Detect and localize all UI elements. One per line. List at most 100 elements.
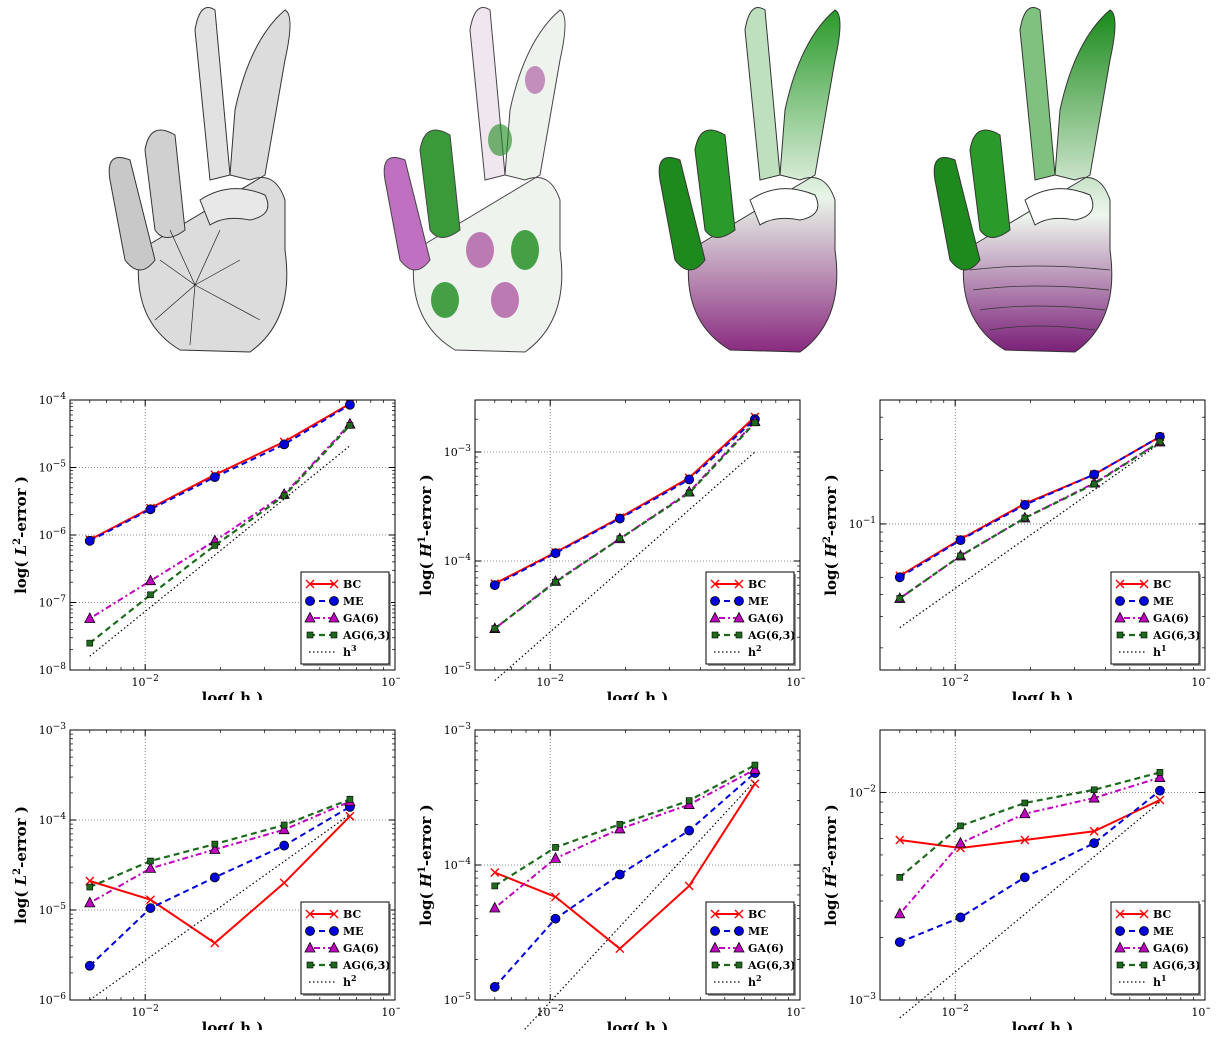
legend-marker [1140, 631, 1148, 639]
y-axis-label: log( L2-error ) [12, 476, 30, 594]
data-point-ga-6 [84, 612, 96, 623]
legend-label: ME [343, 925, 364, 938]
legend-label: ME [343, 595, 364, 608]
plot-frame [474, 399, 801, 671]
data-point-ag-6-3 [1021, 514, 1029, 522]
legend-label: h1 [1153, 973, 1167, 989]
legend-marker [1139, 926, 1149, 936]
data-point-ag-6-3 [491, 882, 499, 890]
series-line-ag-6-3 [494, 764, 756, 887]
data-point-bc [490, 868, 500, 877]
data-point-ga-6 [749, 763, 761, 774]
data-point-me [684, 825, 695, 836]
legend-label: GA(6) [343, 942, 379, 955]
tick-labels: 10−2 10−1 10−5 10−4 10−3 [444, 722, 805, 1019]
x-axis-label: log( h ) [1012, 1019, 1074, 1030]
x-tick-label: 10−1 [786, 674, 805, 689]
data-point-ag-6-3 [896, 595, 904, 602]
legend-marker [733, 611, 745, 623]
data-point-ag-6-3 [491, 625, 499, 632]
y-axis-label: log( L2-error ) [12, 806, 30, 924]
y-tick-label: 10−4 [444, 857, 472, 872]
legend-label: h1 [1153, 643, 1167, 659]
legend-marker [710, 926, 720, 936]
x-tick-label: 10−2 [132, 1004, 159, 1019]
data-point-ag-6-3 [211, 840, 219, 848]
data-point-bc [1155, 795, 1165, 805]
data-point-ga-6 [489, 901, 501, 913]
x-axis-label: log( h ) [1012, 689, 1074, 700]
y-axis-label: log( H2-error ) [822, 804, 840, 925]
legend-label: ME [748, 595, 769, 608]
legend-marker [1115, 909, 1125, 919]
x-tick-label: 10−1 [1191, 1004, 1210, 1019]
legend-label: AG(6,3) [1152, 959, 1200, 972]
x-axis-label: log( h ) [202, 1019, 264, 1030]
hand-field-c-render [933, 7, 1116, 353]
legend-label: AG(6,3) [342, 629, 390, 642]
y-tick-label: 10−3 [444, 444, 472, 459]
series-line-bc [89, 402, 351, 541]
data-point-me [489, 580, 500, 591]
data-point-me [614, 869, 625, 880]
series-line-ag-6-3 [899, 771, 1161, 879]
legend-marker [329, 926, 339, 936]
legend-marker [305, 579, 315, 589]
y-tick-label: 10−6 [39, 527, 67, 542]
legend-label: AG(6,3) [747, 959, 795, 972]
y-tick-label: 10−4 [39, 812, 67, 827]
series-line-h [494, 451, 756, 682]
legend-marker [1115, 596, 1125, 606]
legend-marker [735, 961, 743, 969]
legend-label: GA(6) [748, 942, 784, 955]
x-tick-label: 10−1 [1191, 674, 1210, 689]
data-point-ga-6 [894, 907, 906, 919]
legend-label: GA(6) [748, 612, 784, 625]
data-point-me [145, 504, 156, 515]
series-line-h [89, 814, 351, 1001]
legend-label: h2 [343, 973, 357, 989]
y-tick-label: 10−4 [444, 553, 472, 568]
legend-marker [328, 611, 340, 623]
legend-marker [1139, 909, 1149, 919]
y-tick-label: 10−3 [444, 722, 472, 737]
legend-marker [710, 596, 720, 606]
data-point-bc [684, 881, 694, 891]
data-point-ga-6 [84, 896, 96, 908]
legend-marker [710, 909, 720, 919]
hand-mesh-render [108, 7, 291, 353]
data-point-ag-6-3 [751, 761, 759, 769]
data-point-ag-6-3 [1090, 480, 1098, 488]
x-axis-label: log( h ) [607, 689, 669, 700]
series-line-me [494, 772, 756, 988]
y-tick-label: 10−7 [39, 595, 67, 610]
data-point-me [894, 937, 905, 948]
y-tick-label: 10−4 [39, 392, 67, 407]
data-point-ag-6-3 [896, 874, 904, 881]
chart-5: 10−2 10−1 10−5 10−4 10−3 log( h ) log( H1-erro… [417, 722, 805, 1030]
data-point-ag-6-3 [552, 578, 559, 586]
y-tick-label: 10−2 [849, 784, 876, 799]
legend-marker [329, 909, 339, 919]
legend-marker [304, 611, 316, 623]
data-point-bc [1089, 826, 1099, 836]
data-point-bc [345, 811, 355, 821]
data-point-bc [85, 876, 95, 886]
data-point-me [684, 474, 695, 485]
legend-marker [1140, 961, 1148, 969]
series-group [894, 769, 1166, 1019]
y-tick-label: 10−3 [849, 992, 877, 1007]
legend-marker [1115, 579, 1125, 589]
tick-labels: 10−2 10−1 10−6 10−5 10−4 10−3 [39, 722, 400, 1019]
legend-marker [710, 579, 720, 589]
data-point-me [550, 548, 561, 559]
data-point-bc [895, 835, 905, 845]
data-point-ag-6-3 [211, 542, 219, 549]
data-point-bc [210, 938, 220, 948]
data-point-ag-6-3 [616, 821, 624, 828]
data-point-ag-6-3 [346, 422, 354, 429]
series-line-h [899, 442, 1161, 629]
legend-marker [1139, 596, 1149, 606]
series-line-me [899, 435, 1161, 579]
data-point-ag-6-3 [1156, 438, 1164, 446]
